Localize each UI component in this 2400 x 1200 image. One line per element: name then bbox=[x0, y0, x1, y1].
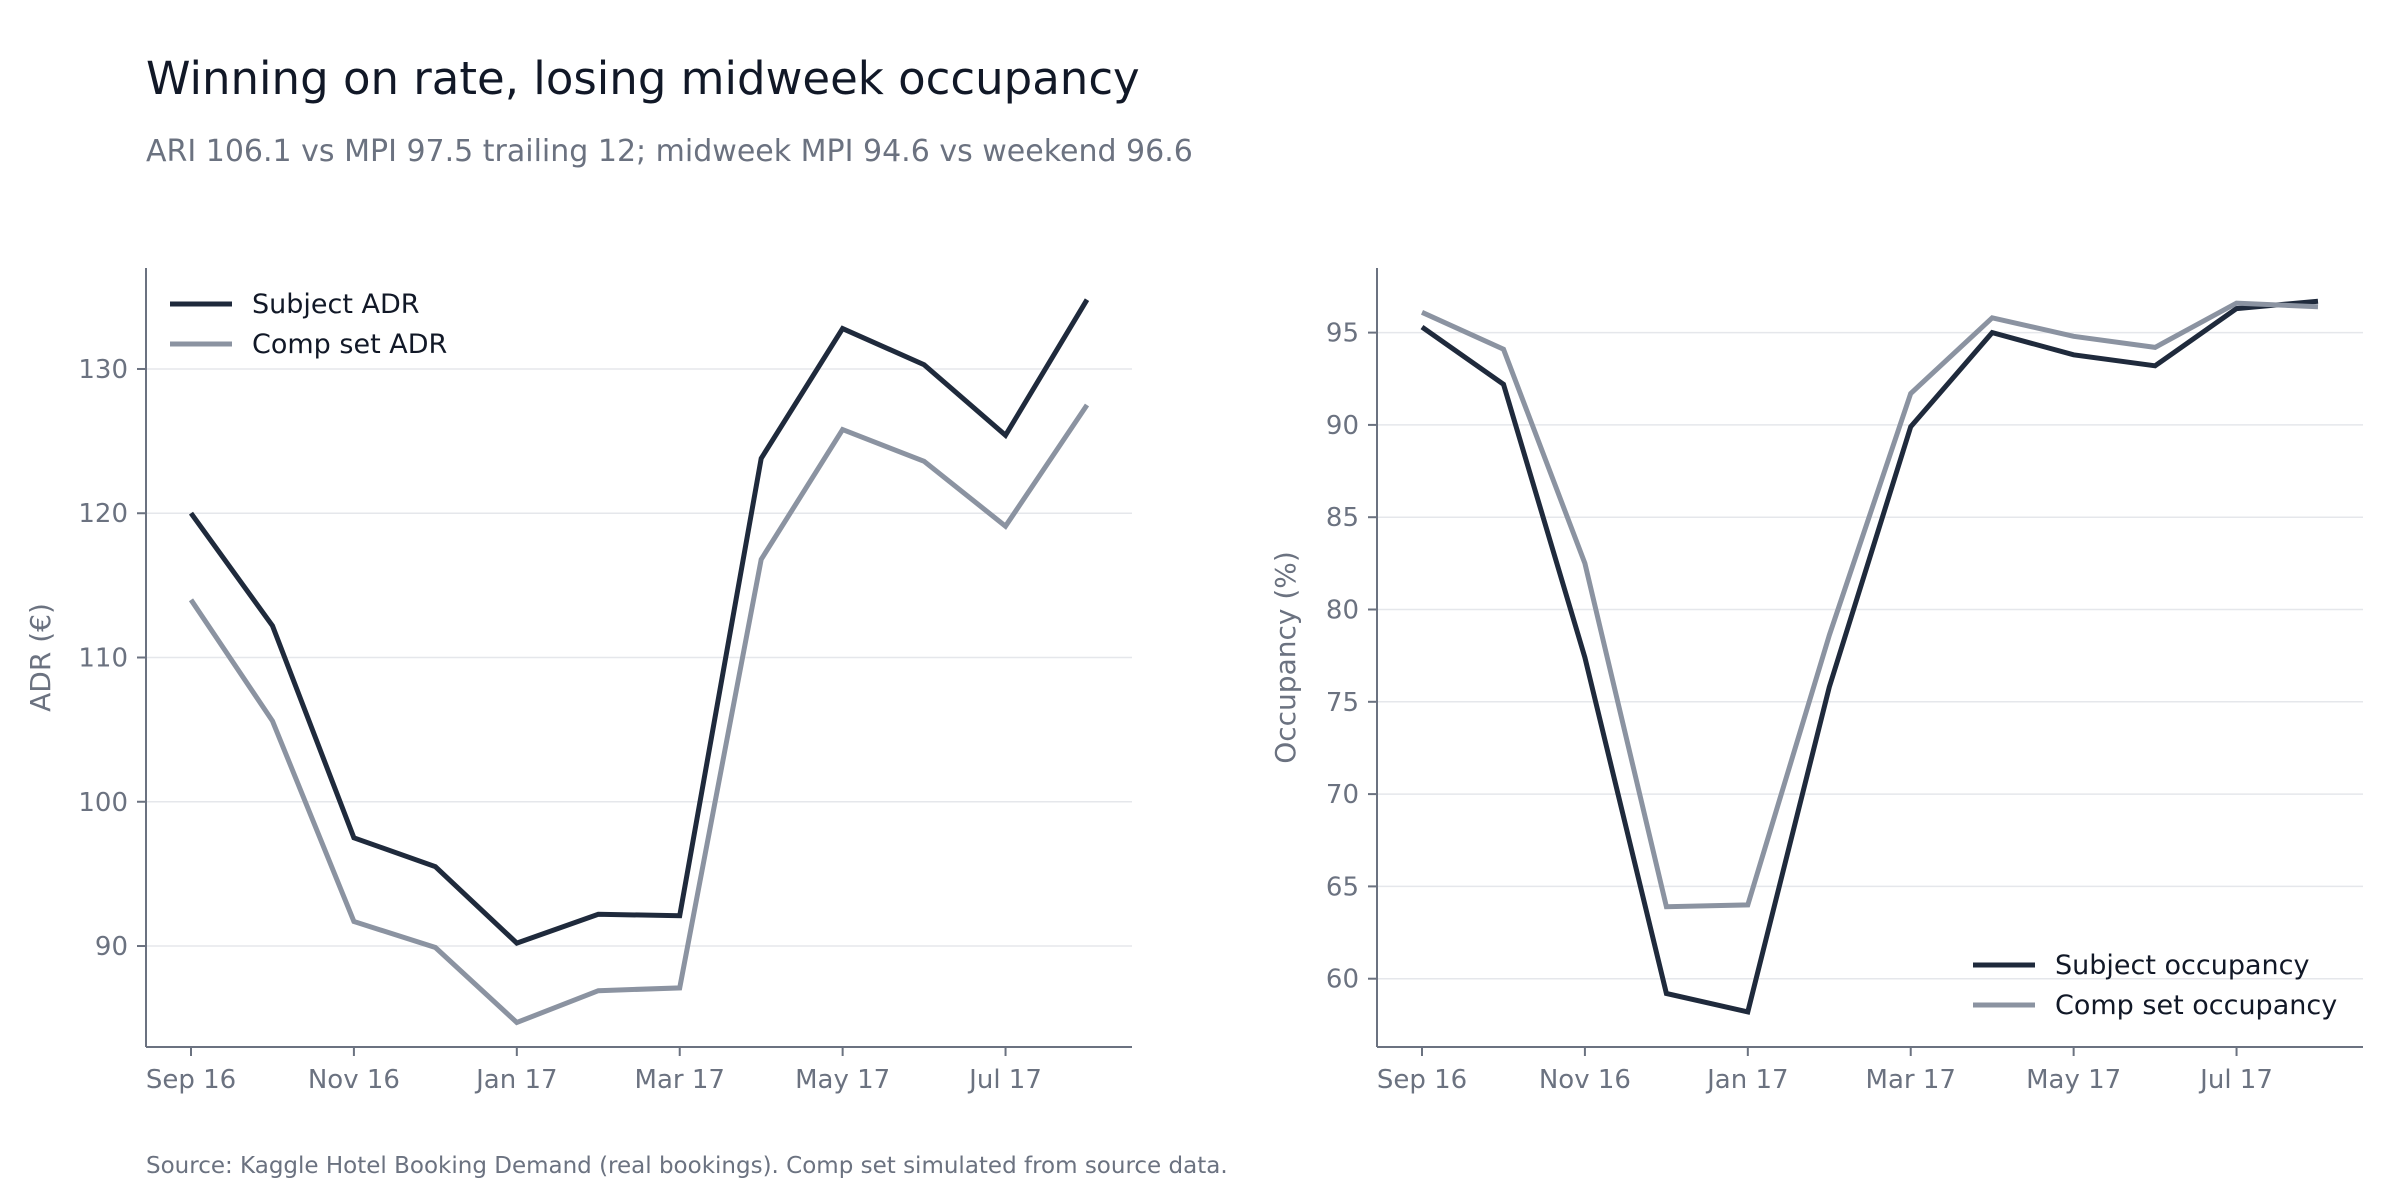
occupancy-legend: Subject occupancy Comp set occupancy bbox=[1973, 950, 2337, 1021]
y-tick-label: 130 bbox=[78, 355, 128, 385]
y-tick-label: 90 bbox=[95, 932, 128, 962]
occupancy-gridlines bbox=[1377, 331, 2363, 980]
y-tick-label: 60 bbox=[1326, 965, 1359, 995]
series-comp-set-adr bbox=[188, 403, 1090, 1026]
x-tick-label: Mar 17 bbox=[635, 1065, 725, 1095]
y-tick-label: 100 bbox=[78, 788, 128, 818]
series-line bbox=[1420, 300, 2319, 910]
x-tick-label: Mar 17 bbox=[1866, 1065, 1956, 1095]
source-note: Source: Kaggle Hotel Booking Demand (rea… bbox=[146, 1153, 1228, 1179]
x-tick-label: Jan 17 bbox=[474, 1065, 557, 1095]
adr-legend: Subject ADR Comp set ADR bbox=[170, 289, 447, 360]
y-tick-label: 90 bbox=[1326, 411, 1359, 441]
x-tick-label: May 17 bbox=[2026, 1065, 2121, 1095]
y-tick-label: 80 bbox=[1326, 596, 1359, 626]
chart-title: Winning on rate, losing midweek occupanc… bbox=[146, 52, 1140, 105]
series-line bbox=[188, 298, 1090, 946]
legend-label: Subject ADR bbox=[252, 289, 420, 320]
x-tick-label: Nov 16 bbox=[1539, 1065, 1631, 1095]
occupancy-y-axis-label: Occupancy (%) bbox=[1269, 551, 1302, 764]
series-line bbox=[188, 403, 1090, 1026]
y-tick-label: 95 bbox=[1326, 319, 1359, 349]
legend-label: Comp set occupancy bbox=[2055, 990, 2337, 1021]
x-tick-label: Sep 16 bbox=[146, 1065, 236, 1095]
x-tick-label: May 17 bbox=[795, 1065, 890, 1095]
x-tick-label: Jan 17 bbox=[1705, 1065, 1788, 1095]
x-tick-label: Jul 17 bbox=[967, 1065, 1042, 1095]
series-subject-adr bbox=[188, 298, 1090, 946]
y-tick-label: 75 bbox=[1326, 688, 1359, 718]
legend-label: Comp set ADR bbox=[252, 329, 447, 360]
series-comp-set-occupancy bbox=[1420, 300, 2319, 910]
adr-gridlines bbox=[146, 368, 1132, 947]
y-tick-label: 65 bbox=[1326, 872, 1359, 902]
y-tick-label: 70 bbox=[1326, 780, 1359, 810]
occupancy-chart: 60 65 70 75 80 85 90 95 Sep 16 Nov 16 Jan 17 Mar 17… bbox=[1269, 268, 2363, 1095]
adr-chart: 90 100 110 120 130 Sep 16 Nov 16 Jan 17 Mar 17 Ma… bbox=[24, 268, 1132, 1095]
x-tick-label: Jul 17 bbox=[2198, 1065, 2273, 1095]
legend-label: Subject occupancy bbox=[2055, 950, 2309, 981]
y-tick-label: 120 bbox=[78, 499, 128, 529]
series-line bbox=[1420, 298, 2319, 1015]
series-subject-occupancy bbox=[1420, 298, 2319, 1015]
chart-subtitle: ARI 106.1 vs MPI 97.5 trailing 12; midwe… bbox=[146, 134, 1193, 169]
y-tick-label: 85 bbox=[1326, 503, 1359, 533]
adr-y-axis-label: ADR (€) bbox=[24, 603, 57, 712]
x-tick-label: Nov 16 bbox=[308, 1065, 400, 1095]
y-tick-label: 110 bbox=[78, 644, 128, 674]
x-tick-label: Sep 16 bbox=[1377, 1065, 1467, 1095]
